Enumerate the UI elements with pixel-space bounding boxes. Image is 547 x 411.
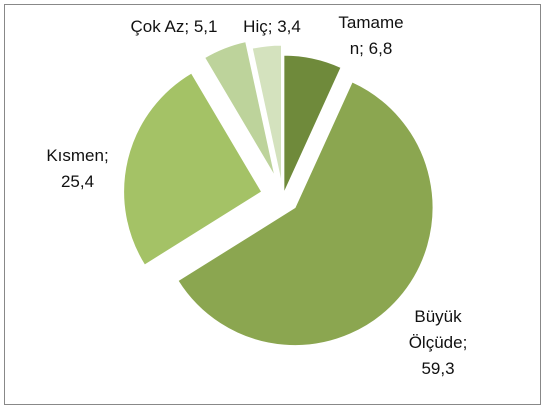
category-label: Tamamen; (338, 13, 404, 58)
pie-slice (204, 41, 276, 177)
value-label: 6,8 (368, 39, 393, 58)
category-label: Büyük Ölçüde; (408, 307, 468, 352)
category-label: Hiç; (243, 17, 273, 36)
data-label: Çok Az; 5,1 (128, 14, 220, 40)
data-label: Tamamen; 6,8 (334, 10, 408, 62)
data-label: Hiç; 3,4 (222, 14, 322, 40)
value-label: 3,4 (277, 17, 301, 36)
value-label: 5,1 (193, 17, 218, 36)
category-label: Kısmen; (46, 146, 109, 165)
pie-slice (251, 44, 283, 184)
category-label: Çok Az; (130, 17, 190, 36)
pie-slice (177, 81, 434, 346)
data-label: Kısmen; 25,4 (30, 143, 125, 195)
chart-border (4, 4, 541, 405)
pie-slice (283, 54, 342, 194)
data-label: Büyük Ölçüde; 59,3 (398, 304, 478, 382)
value-label: 59,3 (421, 359, 455, 378)
pie-slice (123, 72, 263, 266)
value-label: 25,4 (60, 172, 95, 191)
